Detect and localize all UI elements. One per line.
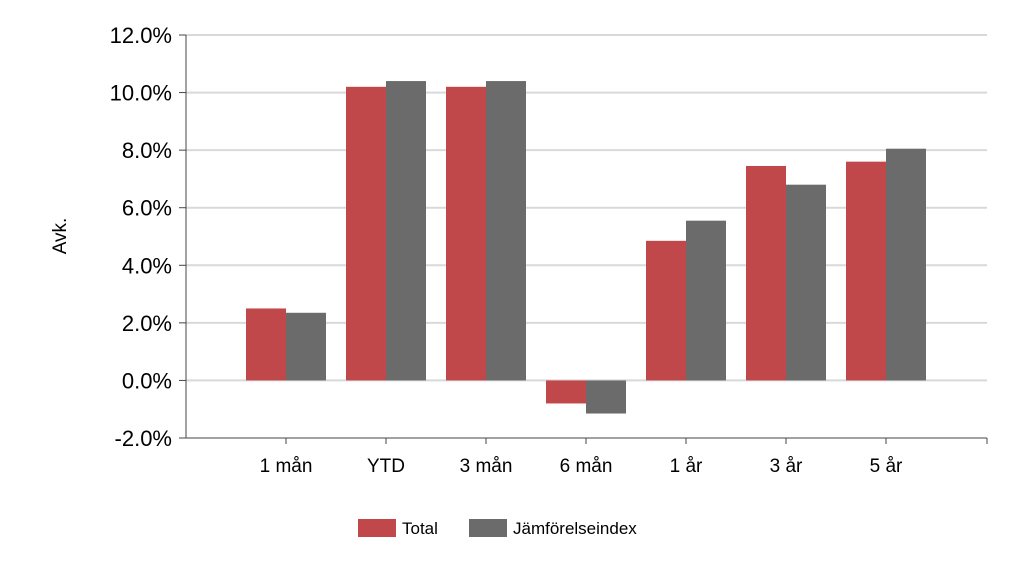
bar-total-1 xyxy=(346,86,386,381)
bar-index-0 xyxy=(286,312,326,381)
legend-swatch-1 xyxy=(469,519,507,537)
bar-index-2 xyxy=(486,81,526,381)
y-tick-label: 0.0% xyxy=(122,368,172,393)
y-tick-label: 12.0% xyxy=(110,23,172,48)
y-axis-title: Avk. xyxy=(50,218,71,255)
y-tick-label: 4.0% xyxy=(122,253,172,278)
bar-total-2 xyxy=(446,86,486,381)
bar-total-0 xyxy=(246,308,286,381)
y-tick-label: 6.0% xyxy=(122,196,172,221)
bar-index-3 xyxy=(586,380,626,414)
x-tick-label: 1 år xyxy=(670,456,703,477)
bar-total-3 xyxy=(546,380,586,404)
y-tick-label: -2.0% xyxy=(115,426,172,451)
legend-label-0: Total xyxy=(402,519,438,538)
y-axis-ticks: -2.0% 0.0% 2.0% 4.0% 6.0% 8.0% 10.0% 12.0% xyxy=(110,23,186,451)
bar-index-1 xyxy=(386,81,426,381)
x-tick-label: 1 mån xyxy=(260,456,313,477)
bar-index-4 xyxy=(686,220,726,381)
x-tick-label: 3 år xyxy=(770,456,803,477)
bar-total-6 xyxy=(846,161,886,381)
bar-index-5 xyxy=(786,184,826,381)
legend-label-1: Jämförelseindex xyxy=(513,519,637,538)
bar-index-6 xyxy=(886,148,926,381)
y-tick-label: 2.0% xyxy=(122,311,172,336)
x-tick-label: YTD xyxy=(367,456,405,477)
bars xyxy=(246,81,926,414)
x-tick-label: 3 mån xyxy=(460,456,513,477)
legend: Total Jämförelseindex xyxy=(358,519,637,538)
y-tick-label: 8.0% xyxy=(122,138,172,163)
y-tick-label: 10.0% xyxy=(110,81,172,106)
x-tick-label: 6 mån xyxy=(560,456,613,477)
bar-total-4 xyxy=(646,240,686,381)
x-tick-label: 5 år xyxy=(870,456,903,477)
legend-swatch-0 xyxy=(358,519,396,537)
bar-total-5 xyxy=(746,165,786,381)
x-axis: 1 mån YTD 3 mån 6 mån 1 år 3 år 5 år xyxy=(185,35,988,477)
